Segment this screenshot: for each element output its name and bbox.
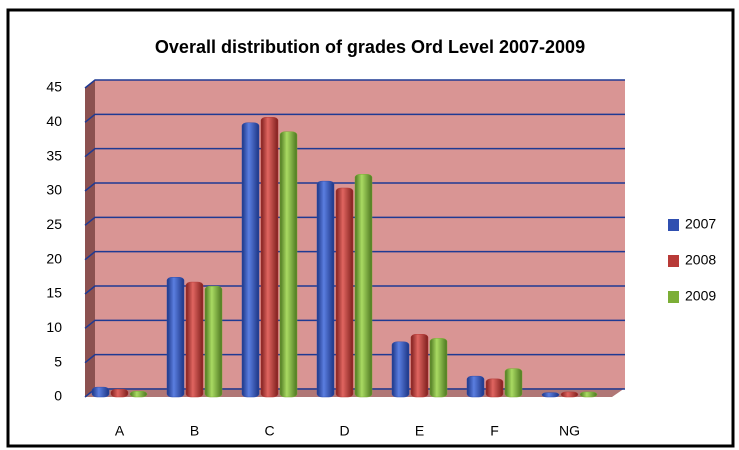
bar [91, 386, 110, 398]
bar [466, 375, 485, 398]
legend-label: 2007 [685, 216, 716, 232]
y-tick-label: 45 [46, 79, 62, 95]
grid-line [84, 319, 625, 329]
y-tick-label: 35 [46, 147, 62, 163]
bar [391, 341, 410, 398]
chart-title: Overall distribution of grades Ord Level… [155, 37, 585, 57]
y-tick-label: 15 [46, 285, 62, 301]
x-tick-label: C [264, 423, 274, 439]
frame [6, 8, 735, 448]
legend-swatch [668, 291, 679, 303]
grid-line [84, 147, 625, 158]
grid-line [84, 250, 625, 261]
legend-label: 2008 [685, 252, 716, 268]
y-tick-label: 40 [46, 113, 62, 129]
bar [541, 392, 560, 398]
y-tick-label: 25 [46, 216, 62, 232]
y-tick-label: 10 [46, 319, 62, 335]
y-tick-label: 20 [46, 250, 62, 266]
grid-line [84, 182, 625, 192]
legend-swatch [668, 255, 679, 267]
bar [410, 334, 429, 398]
bar [354, 174, 373, 398]
bar [429, 338, 448, 398]
side-wall [85, 80, 95, 397]
grid-line [84, 285, 625, 295]
legend-label: 2009 [685, 288, 716, 304]
x-tick-label: NG [559, 423, 580, 439]
bar [504, 368, 523, 398]
bar [166, 277, 185, 398]
bar [579, 391, 598, 398]
grid-line [84, 113, 625, 123]
bar [110, 388, 129, 398]
bar [335, 187, 354, 398]
bar [560, 391, 579, 398]
x-tick-label: F [490, 423, 499, 439]
bar [316, 180, 335, 398]
y-tick-label: 30 [46, 182, 62, 198]
bar [241, 122, 260, 398]
x-tick-label: A [115, 423, 125, 439]
grid-line [84, 353, 625, 364]
y-tick-label: 5 [54, 353, 62, 369]
bar [204, 285, 223, 398]
bar [260, 117, 279, 398]
x-tick-label: D [339, 423, 349, 439]
bar [485, 378, 504, 398]
grid-line [84, 216, 625, 226]
x-tick-label: B [190, 423, 199, 439]
grid-line [84, 79, 625, 89]
x-tick-label: E [415, 423, 424, 439]
bar [279, 131, 298, 398]
legend-swatch [668, 219, 679, 231]
bar [129, 391, 148, 398]
bar [185, 281, 204, 398]
y-tick-label: 0 [54, 388, 62, 404]
